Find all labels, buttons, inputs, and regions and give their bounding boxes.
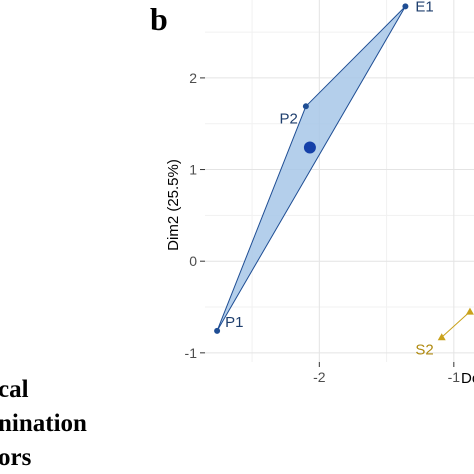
point-label: S2: [415, 341, 433, 358]
x-tick-label: -1: [448, 369, 461, 385]
left-text-line-3: ors: [0, 444, 32, 471]
axis-ticks: -1 0 1 2 -2 -1: [185, 70, 461, 385]
y-axis-title: Dim2 (25.5%): [165, 159, 182, 251]
y-tick-label: 1: [189, 162, 197, 178]
group-hull: [216, 5, 406, 332]
grid: [205, 0, 474, 362]
y-tick-label: 0: [189, 253, 197, 269]
group-hulls: [216, 5, 471, 338]
data-point: [302, 103, 309, 110]
data-point: [402, 3, 409, 10]
x-axis-title: Do: [461, 370, 474, 387]
x-tick-label: -2: [313, 369, 326, 385]
point-label: E1: [415, 0, 433, 15]
point-label: P1: [225, 314, 243, 331]
data-points: [214, 3, 474, 341]
y-tick-label: 2: [189, 70, 197, 86]
y-tick-label: -1: [185, 345, 198, 361]
data-point: [214, 327, 221, 334]
point-label: P2: [280, 110, 298, 127]
group-centroid: [303, 141, 316, 154]
left-text-line-2: nination: [0, 410, 87, 437]
group-hull: [441, 311, 471, 338]
panel-letter: b: [150, 1, 168, 37]
data-point: [465, 307, 474, 315]
point-labels: E1P2P1S2S3: [225, 0, 474, 358]
left-text-line-1: cal: [0, 376, 29, 403]
data-point: [437, 333, 446, 341]
